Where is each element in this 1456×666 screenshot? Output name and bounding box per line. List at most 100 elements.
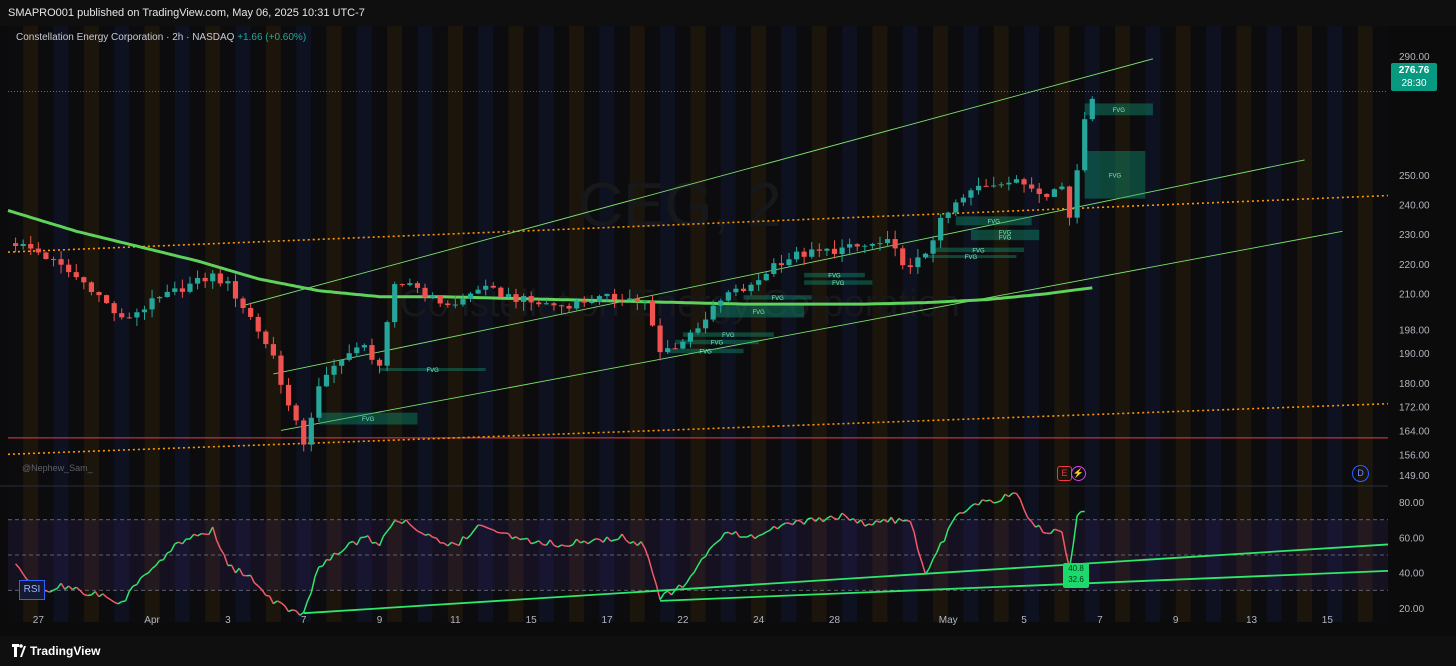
candle-body	[263, 331, 269, 345]
candle-body	[103, 295, 110, 304]
rsi-segment	[144, 572, 149, 576]
rsi-segment	[1015, 493, 1021, 500]
candle-body	[66, 264, 72, 273]
session-band	[1266, 26, 1282, 622]
channel-line	[273, 159, 1305, 375]
rsi-value-badge: 40.8 32.6	[1063, 563, 1089, 588]
dividend-event-icon[interactable]: D	[1352, 465, 1369, 482]
session-band	[933, 26, 949, 622]
rsi-segment	[511, 536, 517, 540]
earnings-event-icon[interactable]: E	[1057, 466, 1072, 481]
split-event-icon[interactable]: ⚡	[1071, 466, 1086, 481]
candle-body	[505, 294, 512, 297]
session-band	[538, 26, 554, 622]
rsi-segment	[815, 517, 820, 522]
rsi-segment	[64, 585, 70, 590]
rsi-segment	[830, 515, 835, 520]
rsi-segment	[162, 552, 168, 561]
session-band	[796, 26, 812, 622]
rsi-segment	[689, 571, 695, 578]
candle-body	[437, 295, 443, 304]
candle-body	[672, 348, 678, 350]
ticker-watermark: CEG, 2	[578, 171, 781, 240]
candle-body	[809, 249, 815, 257]
fvg-label: FVG	[988, 219, 1001, 225]
rsi-segment	[306, 592, 312, 602]
session-band	[235, 26, 251, 622]
rsi-segment	[561, 544, 566, 547]
candle-body	[1021, 179, 1027, 185]
rsi-segment	[860, 519, 866, 527]
candle-body	[217, 273, 223, 284]
rsi-segment	[386, 526, 392, 532]
fvg-zone	[318, 412, 418, 425]
rsi-segment	[451, 541, 456, 545]
candle-body	[240, 298, 246, 308]
candle-body	[604, 293, 610, 297]
rsi-segment	[113, 601, 119, 605]
time-tick-label: 27	[33, 615, 45, 626]
time-tick-label: 17	[601, 615, 613, 626]
rsi-segment	[208, 526, 214, 535]
rsi-segment	[796, 519, 801, 522]
session-band	[902, 26, 918, 622]
rsi-segment	[906, 519, 911, 523]
rsi-segment	[375, 541, 381, 547]
candle-body	[28, 243, 34, 249]
rsi-segment	[1019, 499, 1025, 510]
rsi-segment	[997, 499, 1002, 503]
fvg-label: FVG	[699, 349, 712, 355]
channel-line	[242, 58, 1154, 307]
rsi-segment	[773, 525, 779, 530]
fvg-zone	[675, 339, 759, 345]
rsi-segment	[530, 541, 536, 545]
price-tick-label: 220.00	[1399, 260, 1430, 271]
rsi-segment	[504, 532, 509, 535]
candle-body	[847, 244, 853, 248]
rsi-segment	[215, 539, 221, 549]
tradingview-logo-icon	[12, 644, 26, 657]
rsi-value-bottom: 32.6	[1068, 575, 1084, 584]
fvg-zone	[933, 247, 1025, 253]
rsi-segment	[890, 516, 896, 524]
candle-body	[58, 259, 64, 265]
rsi-segment	[68, 585, 73, 591]
session-band	[326, 26, 342, 622]
session-band	[917, 26, 934, 622]
rsi-segment	[974, 503, 979, 506]
price-tick-label: 190.00	[1399, 349, 1430, 360]
rsi-segment	[659, 593, 665, 601]
rsi-segment	[136, 577, 142, 585]
rsi-segment	[1057, 529, 1063, 533]
candle-body	[991, 185, 997, 187]
session-band	[1236, 26, 1252, 622]
session-band	[978, 26, 994, 622]
rsi-segment	[750, 534, 756, 540]
candle-body	[96, 292, 102, 296]
rsi-segment	[1038, 525, 1044, 533]
rsi-segment	[947, 521, 953, 530]
symbol-title: Constellation Energy Corporation · 2h · …	[16, 32, 235, 43]
rsi-segment	[299, 611, 305, 616]
rsi-segment	[852, 518, 858, 524]
rsi-segment	[811, 517, 817, 522]
rsi-segment	[708, 544, 714, 550]
candle-body	[884, 239, 891, 244]
session-band	[174, 26, 190, 622]
candle-body	[900, 248, 906, 266]
rsi-segment	[920, 561, 927, 575]
candle-body	[278, 355, 284, 385]
candle-body	[733, 288, 739, 293]
candle-body	[475, 289, 481, 294]
candle-body	[945, 212, 951, 218]
rsi-segment	[49, 589, 54, 593]
candle-body	[930, 240, 936, 254]
rsi-segment	[617, 533, 623, 540]
candle-body	[308, 417, 314, 445]
rsi-segment	[712, 541, 718, 546]
candle-body	[1006, 182, 1012, 185]
rsi-indicator-label[interactable]: RSI	[19, 580, 45, 600]
rsi-segment	[367, 535, 373, 544]
rsi-segment	[879, 518, 885, 523]
